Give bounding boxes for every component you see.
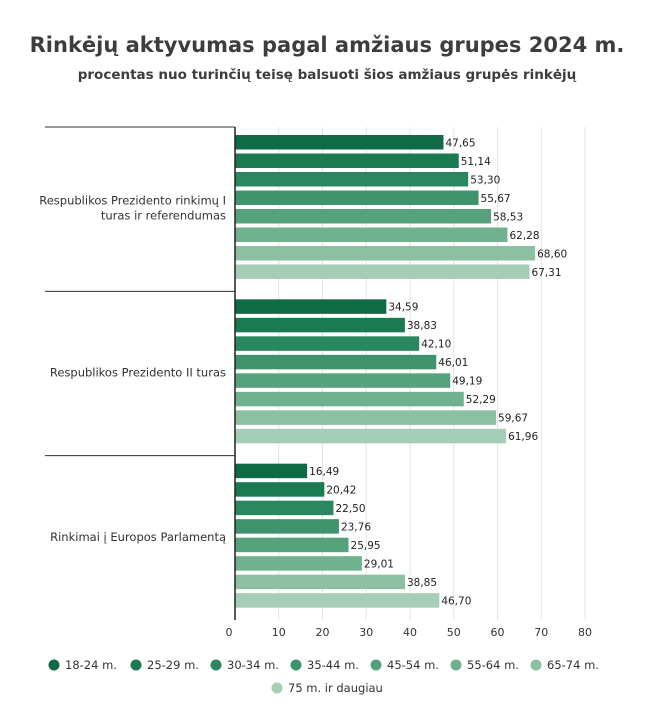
category-label: Respublikos Prezidento II turas	[50, 366, 226, 380]
data-labels: 47,65 51,14 53,30 55,67 58,53 62,28 68,60 67,31…	[309, 137, 567, 607]
bar	[235, 264, 530, 279]
bar	[235, 410, 497, 425]
bar	[235, 299, 387, 314]
category-dividers	[45, 126, 235, 457]
legend-swatch	[450, 659, 462, 671]
x-tick-label: 0	[226, 626, 233, 639]
data-label: 68,60	[537, 248, 567, 260]
bar	[235, 227, 508, 242]
data-label: 59,67	[498, 413, 528, 425]
bar	[235, 537, 349, 553]
bar	[235, 593, 440, 608]
legend-label: 65-74 m.	[547, 658, 599, 672]
data-label: 25,95	[351, 540, 381, 552]
data-label: 38,83	[407, 320, 437, 332]
category-label: Respublikos Prezidento rinkimų I	[39, 194, 226, 208]
legend-label: 30-34 m.	[227, 658, 279, 672]
legend-label: 75 m. ir daugiau	[288, 681, 383, 695]
legend-swatch	[48, 659, 60, 671]
bar	[235, 428, 507, 444]
bar	[235, 190, 479, 205]
data-label: 62,28	[509, 230, 539, 242]
chart-title: Rinkėjų aktyvumas pagal amžiaus grupes 2…	[30, 33, 625, 57]
bar	[235, 519, 339, 534]
legend-label: 45-54 m.	[387, 658, 439, 672]
data-label: 46,01	[438, 357, 468, 369]
data-label: 16,49	[309, 466, 339, 478]
data-label: 42,10	[421, 339, 451, 351]
data-label: 67,31	[531, 267, 561, 279]
bar	[235, 500, 334, 516]
x-tick-label: 80	[578, 626, 592, 639]
x-tick-label: 40	[403, 626, 417, 639]
data-label: 34,59	[388, 302, 418, 314]
legend-swatch	[290, 659, 302, 671]
data-label: 55,67	[481, 193, 511, 205]
bar	[235, 172, 469, 187]
bar	[235, 246, 536, 261]
data-label: 61,96	[508, 431, 538, 443]
data-label: 29,01	[364, 558, 394, 570]
bar	[235, 317, 405, 333]
x-tick-label: 60	[491, 626, 505, 639]
data-label: 46,70	[441, 595, 471, 607]
bar	[235, 354, 437, 370]
legend-label: 55-64 m.	[467, 658, 519, 672]
data-label: 52,29	[466, 394, 496, 406]
x-tick-label: 30	[359, 626, 373, 639]
data-label: 58,53	[493, 211, 523, 223]
data-label: 23,76	[341, 521, 371, 533]
x-tick-label: 20	[316, 626, 330, 639]
legend-swatch	[271, 682, 283, 694]
x-tick-label: 50	[447, 626, 461, 639]
bar	[235, 391, 464, 407]
bar	[235, 336, 420, 351]
x-tick-labels: 0 10 20 30 40 50 60 70 80	[226, 626, 593, 639]
legend-swatch	[130, 659, 142, 671]
data-label: 38,85	[407, 577, 437, 589]
data-label: 53,30	[470, 174, 500, 186]
legend-label: 25-29 m.	[147, 658, 199, 672]
chart-subtitle: procentas nuo turinčių teisę balsuoti ši…	[78, 67, 577, 83]
legend-label: 35-44 m.	[307, 658, 359, 672]
bar	[235, 373, 451, 388]
data-label: 49,19	[452, 376, 482, 388]
bar	[235, 556, 362, 571]
x-tick-label: 10	[272, 626, 286, 639]
legend-swatch	[530, 659, 542, 671]
data-label: 51,14	[461, 156, 491, 168]
bar	[235, 153, 459, 168]
legend-swatch	[210, 659, 222, 671]
x-tick-label: 70	[534, 626, 548, 639]
legend-label: 18-24 m.	[65, 658, 117, 672]
legend-swatch	[370, 659, 382, 671]
bar	[235, 209, 492, 224]
bar	[235, 482, 325, 497]
bar	[235, 135, 444, 150]
data-label: 22,50	[335, 503, 365, 515]
bar	[235, 574, 405, 590]
bar	[235, 463, 308, 479]
data-label: 20,42	[326, 484, 356, 496]
data-label: 47,65	[445, 137, 475, 149]
category-label: Rinkimai į Europos Parlamentą	[50, 530, 226, 544]
category-label: turas ir referendumas	[101, 209, 226, 223]
bars	[235, 135, 536, 608]
legend: 18-24 m. 25-29 m. 30-34 m. 35-44 m. 45-54 m.…	[48, 658, 599, 695]
